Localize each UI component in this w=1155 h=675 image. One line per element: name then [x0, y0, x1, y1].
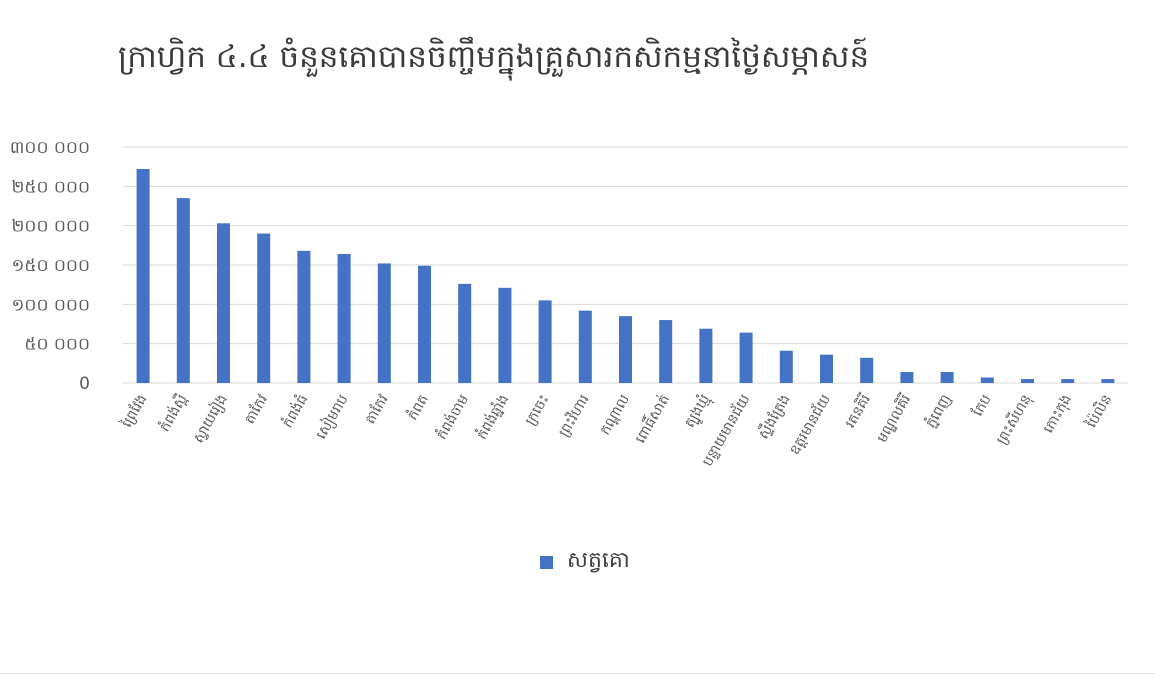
x-axis-ticks: ព្រៃវែង កំពង់ស្ពឺ ស្វាយរៀង តាកែវ កំពង់ធំ សៀមរ… [117, 391, 1116, 470]
x-tick-label: មណ្ឌលគិរី [872, 391, 914, 446]
x-tick-label: ស្ទឹងត្រែង [754, 391, 794, 442]
bar [377, 263, 391, 383]
bar [1101, 379, 1115, 383]
bar [217, 223, 230, 383]
y-tick-label: ២៥០ ០០០ [12, 177, 90, 197]
bar [1021, 379, 1034, 383]
y-tick-label: 0 [79, 374, 90, 394]
bar [297, 250, 311, 383]
y-tick-label: ២០០ ០០០ [12, 217, 90, 237]
x-tick-label: ព្រះវិហារ [554, 391, 593, 440]
x-tick-label: កណ្ដាល [597, 392, 633, 438]
bar [337, 253, 351, 383]
x-tick-label: កំពង់ឆ្នាំង [472, 391, 512, 442]
legend: សត្វគោ [540, 546, 630, 578]
bar [900, 371, 914, 383]
x-tick-label: កំពង់ចាម [432, 391, 472, 442]
x-tick-label: កោះកុង [1040, 392, 1076, 437]
x-tick-label: ត្បូងឃ្មុំ [680, 391, 716, 432]
x-tick-label: ព្រះសីហនុ [992, 391, 1036, 448]
legend-label: សត្វគោ [567, 548, 630, 573]
x-tick-label: តាកែវ [361, 391, 392, 427]
bar [860, 357, 874, 383]
bar [659, 320, 673, 383]
bar [699, 328, 713, 383]
y-tick-label: ៥០ ០០០ [24, 335, 90, 355]
bar [940, 371, 954, 383]
bar [619, 316, 632, 383]
y-axis-ticks: 0 ៥០ ០០០ ១០០ ០០០ ១៥០ ០០០ ២០០ ០០០ ២៥០ ០០០ ៣០០ ០… [10, 138, 90, 394]
x-tick-label: កំពង់ធំ [278, 391, 311, 431]
bar [498, 287, 512, 383]
bar [820, 354, 833, 383]
x-tick-label: ស្វាយរៀង [189, 391, 232, 446]
y-tick-label: ១០០ ០០០ [12, 295, 90, 315]
bar [980, 377, 994, 383]
legend-swatch [540, 555, 553, 569]
chart-title: ក្រាហ្វិក ៤.៤ ចំនួនគោបានចិញ្ចឹមក្នុងគ្រួ… [118, 39, 870, 75]
bar [739, 332, 753, 383]
bottom-divider [0, 673, 1155, 674]
bar [418, 265, 431, 383]
x-tick-label: រតនគិរី [841, 391, 874, 431]
y-tick-label: ៣០០ ០០០ [10, 138, 90, 158]
x-tick-label: កំពង់ស្ពឺ [155, 391, 191, 435]
bar [257, 233, 271, 383]
bar [779, 350, 793, 383]
bar-series [136, 169, 1115, 383]
x-tick-label: កំពត [403, 391, 432, 423]
x-tick-label: ប៉ៃលិន [1082, 391, 1116, 432]
bar [458, 283, 472, 383]
x-tick-label: កែប [969, 391, 995, 419]
x-tick-label: ក្រចេះ [522, 392, 552, 428]
x-tick-label: ព្រៃវែង [117, 391, 151, 431]
bar [1061, 379, 1075, 383]
bar [176, 198, 190, 383]
bar [538, 300, 552, 383]
y-tick-label: ១៥០ ០០០ [12, 256, 90, 276]
x-tick-label: ភ្នំពេញ [921, 391, 954, 431]
bar [136, 169, 150, 383]
x-tick-label: តាកែវ [241, 391, 272, 427]
x-tick-label: ពោធិ៍សាត់ [630, 391, 673, 447]
x-tick-label: សៀមរាប [312, 391, 353, 443]
bar [578, 310, 592, 383]
